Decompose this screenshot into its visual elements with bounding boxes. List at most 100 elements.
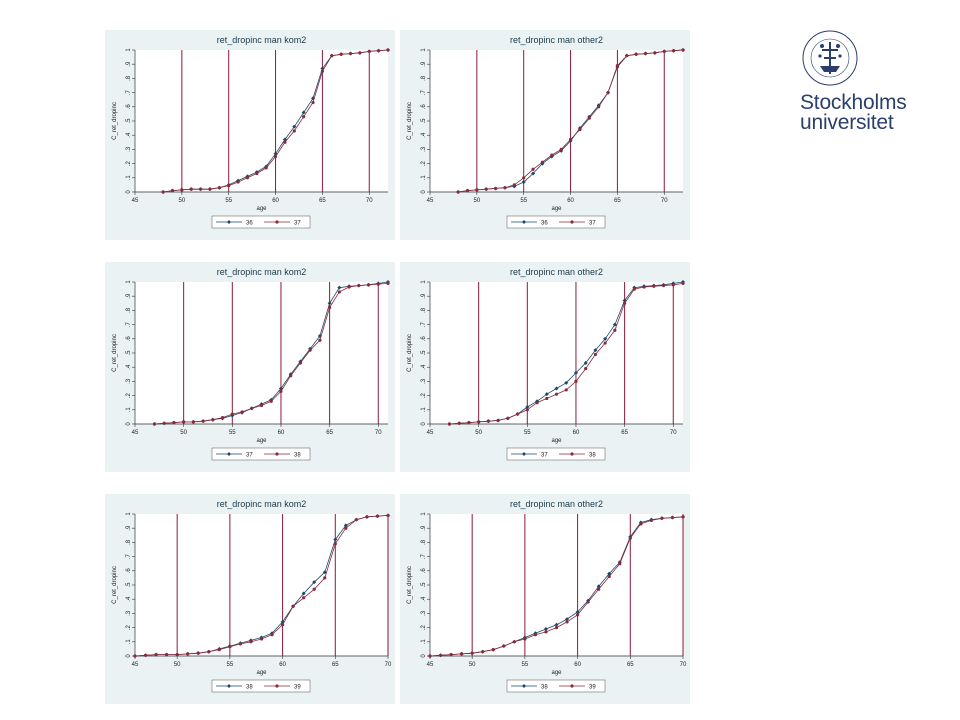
y-tick-label: .4 [126, 364, 132, 370]
legend-marker [570, 684, 574, 688]
data-point [543, 627, 548, 632]
data-point [460, 652, 464, 656]
x-tick-label: 50 [469, 662, 476, 668]
data-point [681, 515, 685, 519]
data-point [238, 642, 243, 646]
x-tick-label: 55 [520, 198, 527, 204]
y-axis-label: C_ret_dropinc [407, 566, 413, 604]
data-point [337, 285, 342, 290]
plot-area [430, 514, 683, 656]
data-point [337, 290, 341, 294]
legend-marker [570, 220, 574, 224]
legend-box [506, 447, 606, 461]
data-point [634, 52, 638, 56]
legend-box [211, 215, 311, 229]
data-point [639, 522, 643, 526]
x-tick-label: 60 [279, 662, 286, 668]
x-tick-label: 65 [614, 198, 621, 204]
data-point [386, 513, 390, 518]
x-tick-label: 45 [427, 662, 434, 668]
data-point [681, 281, 685, 286]
data-point [323, 576, 327, 580]
x-axis-label: age [256, 438, 267, 444]
data-point [250, 406, 254, 410]
data-point [649, 518, 653, 522]
y-tick-label: .4 [421, 132, 427, 138]
legend-label: 38 [589, 453, 596, 459]
chart-panel-6: ret_dropinc man other2 0 .1 .2 .3 .4 .5 .6 .7 .8.… [400, 494, 690, 704]
legend-label: 39 [294, 685, 301, 691]
data-point [593, 352, 598, 357]
y-tick-label: .2 [421, 392, 427, 398]
data-point [292, 129, 296, 133]
data-point [449, 652, 453, 657]
y-axis-label: C_ret_dropinc [112, 566, 118, 604]
data-point [330, 54, 334, 58]
data-point [554, 626, 559, 630]
data-point [574, 379, 578, 383]
y-tick-label: 1 [126, 512, 132, 516]
legend-box [211, 447, 311, 461]
x-tick-label: 55 [225, 198, 232, 204]
data-point [597, 105, 601, 109]
data-point [273, 154, 278, 159]
data-point [531, 171, 536, 176]
chart-panel-2: ret_dropinc man other2 0 .1 .2 .3 .4 .5 .6 .7 .8.… [400, 30, 690, 240]
data-point [628, 536, 632, 540]
data-point [240, 410, 244, 414]
data-point [564, 380, 569, 385]
data-point [249, 640, 253, 644]
data-point [470, 651, 474, 655]
data-point [152, 422, 157, 426]
legend-label: 36 [246, 221, 253, 227]
x-axis-label: age [551, 206, 562, 212]
y-tick-label: .4 [421, 596, 427, 602]
y-tick-label: .2 [126, 624, 132, 630]
y-axis-label: C_ret_dropinc [112, 334, 118, 372]
data-point [660, 516, 664, 520]
data-point [182, 420, 186, 424]
data-point [670, 515, 675, 520]
data-point [615, 64, 620, 68]
data-point [540, 160, 545, 164]
data-point [365, 515, 369, 519]
x-tick-label: 65 [627, 662, 634, 668]
data-point [180, 188, 184, 192]
university-seal-icon [802, 30, 858, 86]
data-point [613, 328, 617, 332]
data-point [377, 49, 381, 53]
x-tick-label: 50 [180, 430, 187, 436]
y-tick-label: .8 [126, 75, 132, 81]
legend-label: 37 [294, 221, 301, 227]
chart-title: ret_dropinc man kom2 [217, 267, 307, 277]
x-tick-label: 70 [680, 662, 687, 668]
data-point [512, 183, 516, 187]
y-tick-label: .1 [421, 639, 427, 645]
data-point [211, 418, 215, 422]
data-point [311, 96, 316, 101]
x-tick-label: 50 [179, 198, 186, 204]
data-point [322, 570, 327, 575]
data-point [143, 653, 148, 657]
legend-marker [275, 452, 279, 456]
data-point [259, 637, 264, 641]
x-tick-label: 65 [319, 198, 326, 204]
data-point [525, 404, 530, 409]
data-point [564, 388, 568, 392]
data-point [643, 51, 648, 56]
data-point [512, 640, 516, 644]
data-point [207, 650, 211, 654]
y-tick-label: .7 [421, 89, 427, 95]
data-point [312, 587, 316, 591]
y-tick-label: .3 [421, 146, 427, 152]
plot-area [430, 50, 683, 192]
data-point [486, 419, 490, 423]
data-point [662, 49, 666, 54]
y-tick-label: .7 [126, 553, 132, 559]
y-tick-label: .2 [421, 160, 427, 166]
data-point [375, 514, 380, 518]
data-point [154, 652, 158, 657]
data-point [475, 188, 479, 192]
data-point [596, 584, 601, 589]
x-tick-label: 60 [567, 198, 574, 204]
